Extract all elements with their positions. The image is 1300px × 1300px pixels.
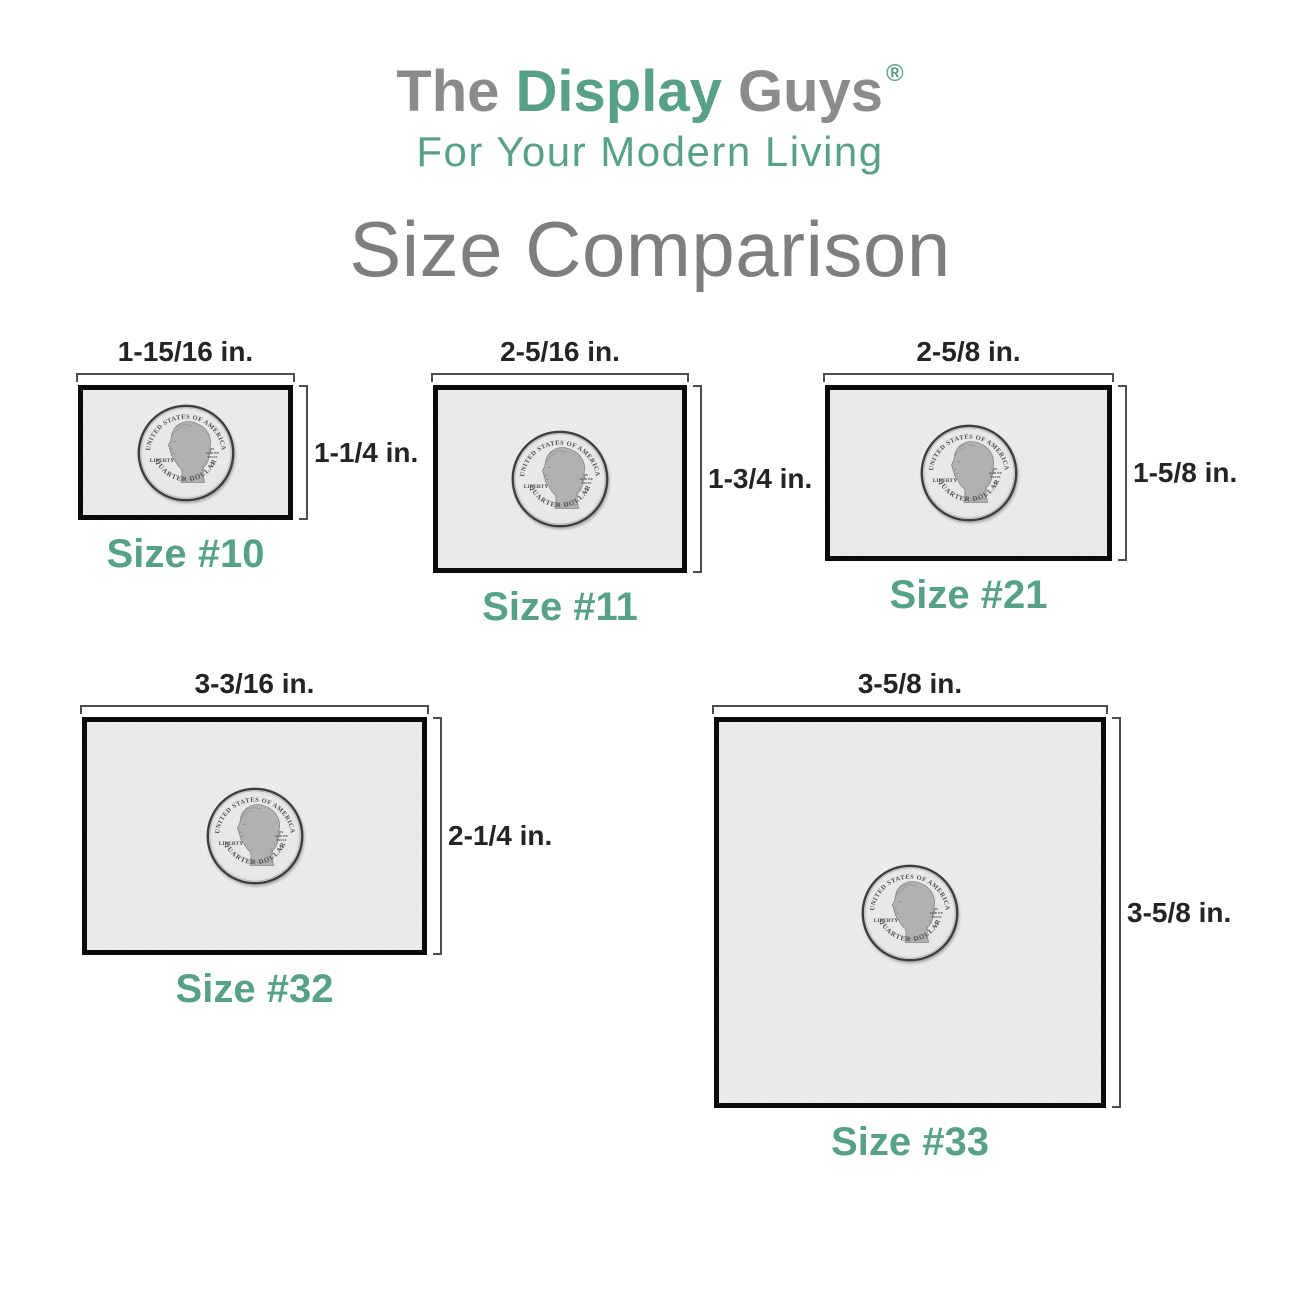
size-name-label: Size #32 bbox=[175, 967, 334, 1011]
hair-detail-lines bbox=[545, 450, 585, 506]
coin-liberty-text: LIBERTY bbox=[932, 478, 956, 484]
brand-tagline: For Your Modern Living bbox=[416, 128, 884, 175]
height-dimension-label: 1-1/4 in. bbox=[314, 436, 419, 468]
coin-mint-mark: D bbox=[935, 921, 938, 926]
coin-liberty-text: LIBERTY bbox=[218, 841, 242, 847]
quarter-coin-icon: UNITED STATES OF AMERICA QUARTER DOLLAR … bbox=[861, 864, 959, 961]
coin-motto-text: IN GOD WE TRUST bbox=[930, 907, 943, 919]
coin-liberty-text: LIBERTY bbox=[149, 457, 173, 463]
height-dimension-label: 1-3/4 in. bbox=[708, 463, 813, 494]
coin-mint-mark: D bbox=[993, 482, 996, 487]
size-name-label: Size #21 bbox=[889, 573, 1048, 617]
washington-profile bbox=[236, 804, 280, 866]
registered-trademark-icon: ® bbox=[886, 60, 904, 87]
width-bracket bbox=[80, 705, 429, 714]
brand-logo: The Display Guys ® bbox=[0, 58, 1300, 125]
face-detail-lines bbox=[544, 467, 552, 480]
width-dimension-label: 2-5/8 in. bbox=[916, 336, 1021, 367]
washington-profile bbox=[950, 441, 994, 503]
face-detail-lines bbox=[239, 824, 246, 837]
width-dimension-label: 3-3/16 in. bbox=[194, 668, 315, 699]
display-box: UNITED STATES OF AMERICA QUARTER DOLLAR … bbox=[82, 717, 427, 955]
quarter-coin-icon: UNITED STATES OF AMERICA QUARTER DOLLAR … bbox=[511, 430, 609, 528]
height-bracket bbox=[693, 385, 702, 573]
coin-mint-mark: D bbox=[585, 488, 588, 493]
size-name-label: Size #11 bbox=[482, 585, 638, 629]
page-title: Size Comparison bbox=[349, 205, 951, 293]
quarter-coin-icon: UNITED STATES OF AMERICA QUARTER DOLLAR … bbox=[920, 424, 1017, 522]
logo-word-display: Display bbox=[515, 59, 722, 124]
quarter-coin-icon: UNITED STATES OF AMERICA QUARTER DOLLAR … bbox=[206, 787, 303, 885]
coin-liberty-text: LIBERTY bbox=[524, 484, 548, 490]
display-box: UNITED STATES OF AMERICA QUARTER DOLLAR … bbox=[825, 385, 1112, 561]
face-detail-lines bbox=[953, 461, 960, 474]
height-bracket bbox=[299, 385, 308, 520]
coin-motto-text: IN GOD WE TRUST bbox=[580, 473, 593, 485]
quarter-coin-icon: UNITED STATES OF AMERICA QUARTER DOLLAR … bbox=[137, 404, 234, 501]
display-box: UNITED STATES OF AMERICA QUARTER DOLLAR … bbox=[78, 385, 293, 520]
coin-inner-ring bbox=[924, 429, 1013, 517]
coin-inner-ring bbox=[866, 868, 954, 957]
washington-profile bbox=[892, 880, 936, 943]
coin-motto-text: IN GOD WE TRUST bbox=[205, 447, 218, 459]
coin-inner-ring bbox=[516, 435, 604, 523]
width-dimension-label: 2-5/16 in. bbox=[500, 336, 620, 367]
height-bracket bbox=[433, 717, 442, 955]
coin-motto-text: IN GOD WE TRUST bbox=[274, 830, 287, 842]
width-bracket bbox=[76, 373, 295, 382]
hair-detail-lines bbox=[171, 424, 210, 480]
washington-profile bbox=[542, 447, 586, 509]
coin-inner-ring bbox=[141, 408, 230, 497]
coin-mint-mark: D bbox=[279, 845, 282, 850]
hair-detail-lines bbox=[954, 444, 993, 500]
face-detail-lines bbox=[894, 900, 902, 914]
width-bracket bbox=[431, 373, 689, 382]
coin-liberty-text: LIBERTY bbox=[874, 917, 898, 923]
width-bracket bbox=[712, 705, 1108, 714]
width-dimension-label: 3-5/8 in. bbox=[857, 668, 963, 699]
height-dimension-label: 2-1/4 in. bbox=[448, 820, 553, 851]
display-box: UNITED STATES OF AMERICA QUARTER DOLLAR … bbox=[433, 385, 687, 573]
size-name-label: Size #33 bbox=[831, 1120, 989, 1164]
width-bracket bbox=[823, 373, 1114, 382]
display-box: UNITED STATES OF AMERICA QUARTER DOLLAR … bbox=[714, 717, 1106, 1108]
coin-inner-ring bbox=[210, 792, 299, 880]
logo-word-the: The bbox=[396, 59, 500, 124]
size-name-label: Size #10 bbox=[106, 532, 265, 576]
logo-word-guys: Guys bbox=[737, 59, 884, 124]
coin-mint-mark: D bbox=[210, 461, 213, 466]
height-bracket bbox=[1118, 385, 1127, 561]
face-detail-lines bbox=[170, 440, 177, 454]
washington-profile bbox=[167, 420, 211, 483]
height-dimension-label: 3-5/8 in. bbox=[1127, 896, 1232, 928]
coin-motto-text: IN GOD WE TRUST bbox=[988, 467, 1001, 479]
width-dimension-label: 1-15/16 in. bbox=[117, 336, 254, 367]
height-bracket bbox=[1112, 717, 1121, 1108]
height-dimension-label: 1-5/8 in. bbox=[1133, 457, 1238, 488]
hair-detail-lines bbox=[240, 807, 279, 863]
hair-detail-lines bbox=[895, 884, 935, 940]
